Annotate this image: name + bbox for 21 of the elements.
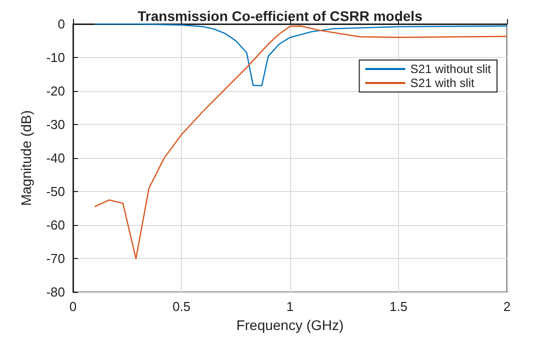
y-tick-label: -70 <box>46 251 65 266</box>
y-tick-label: -20 <box>46 84 65 99</box>
x-tick-label: 1 <box>286 299 294 314</box>
line-series <box>94 23 508 86</box>
y-tick-label: -80 <box>46 284 65 300</box>
legend-label: S21 without slit <box>410 62 492 76</box>
x-tick-label: 0 <box>69 299 77 314</box>
y-tick-label: 0 <box>58 16 65 32</box>
chart-title: Transmission Co-efficient of CSRR models <box>138 8 423 24</box>
x-axis-title: Frequency (GHz) <box>236 317 344 333</box>
y-axis-title: Magnitude (dB) <box>18 110 34 206</box>
y-tick-label: -10 <box>46 50 65 66</box>
y-tick-label: -40 <box>46 150 65 166</box>
legend-label: S21 with slit <box>410 76 475 90</box>
y-tick-label: -30 <box>46 117 65 132</box>
x-tick-label: 0.5 <box>172 299 191 314</box>
y-tick-label: -50 <box>46 184 65 200</box>
y-tick-label: -60 <box>46 218 65 233</box>
x-tick-label: 2 <box>503 299 511 314</box>
line-series <box>94 25 508 260</box>
x-tick-label: 1.5 <box>389 299 408 314</box>
